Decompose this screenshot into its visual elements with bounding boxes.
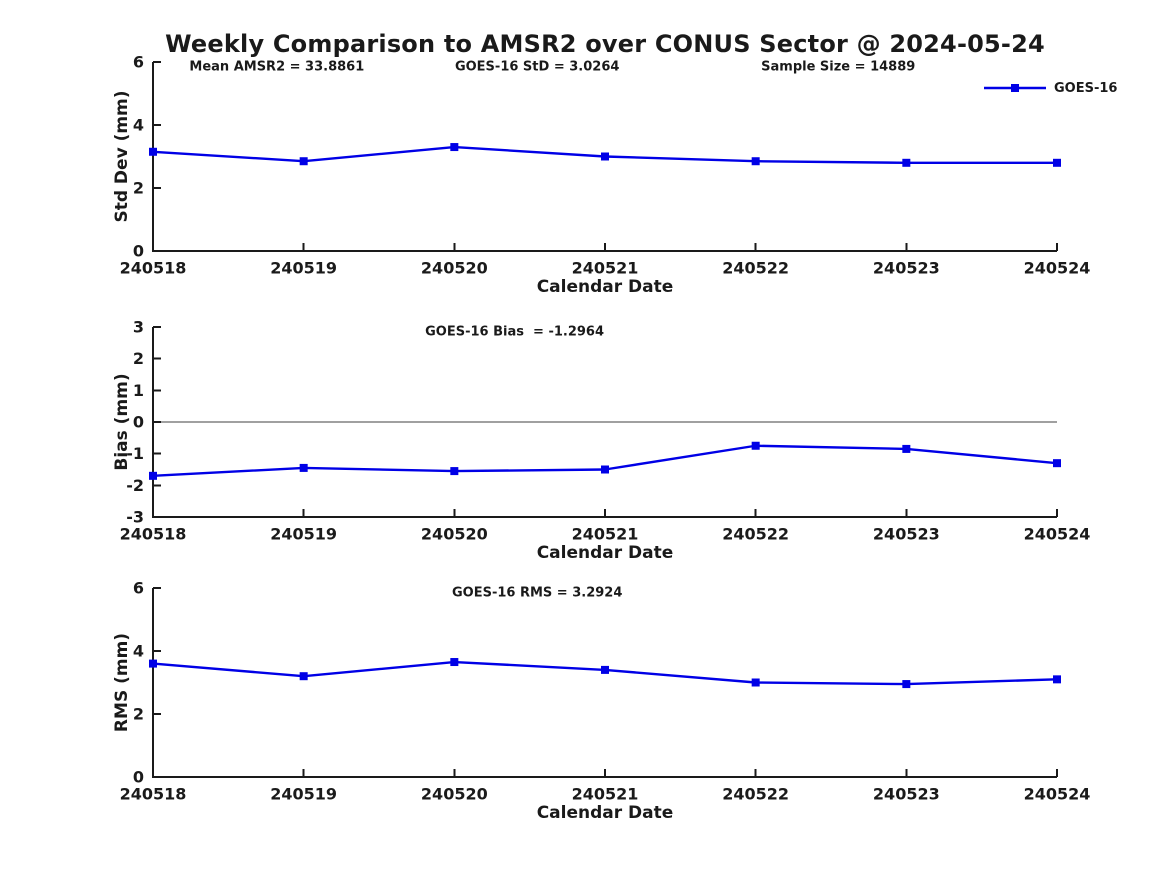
y-tick-label: 4 [133, 116, 144, 135]
annotation: GOES-16 StD = 3.0264 [455, 60, 619, 75]
annotation: GOES-16 RMS = 3.2924 [452, 586, 622, 601]
y-axis-label: Bias (mm) [112, 373, 132, 470]
data-point-marker [450, 467, 459, 476]
x-tick-label: 240523 [873, 259, 940, 278]
y-tick-label: 4 [133, 642, 144, 661]
x-tick-label: 240524 [1024, 525, 1091, 544]
x-axis-label: Calendar Date [537, 543, 674, 563]
annotation: GOES-16 Bias = -1.2964 [425, 325, 604, 340]
y-tick-label: -2 [126, 476, 144, 495]
subplot-std-dev: 0 2 4 6 240518 240519 240520 240521 240522 240523… [112, 53, 1090, 298]
y-tick-label: 6 [133, 53, 144, 72]
data-point-marker [1053, 158, 1061, 167]
y-axis-label: RMS (mm) [112, 633, 132, 732]
data-point-marker [902, 158, 911, 167]
legend: GOES-16 [984, 80, 1117, 96]
legend-marker-icon [1011, 84, 1019, 92]
x-tick-label: 240524 [1024, 259, 1091, 278]
x-tick-label: 240524 [1024, 785, 1091, 804]
x-tick-label: 240520 [421, 259, 488, 278]
y-axis-label: Std Dev (mm) [112, 90, 132, 222]
data-point-marker [1053, 459, 1061, 468]
subplot-bias: -3 -2 -1 0 1 2 3 240518 240519 240520 240521 240522… [112, 318, 1090, 564]
x-tick-label: 240523 [873, 525, 940, 544]
x-tick-label: 240522 [722, 259, 789, 278]
x-tick-label: 240518 [120, 525, 187, 544]
x-tick-label: 240520 [421, 525, 488, 544]
y-tick-label: 6 [133, 579, 144, 598]
data-point-marker [902, 444, 911, 453]
data-point-marker [902, 680, 911, 689]
data-point-marker [450, 143, 459, 152]
y-tick-label: 0 [133, 242, 144, 261]
x-tick-label: 240518 [120, 785, 187, 804]
x-tick-label: 240519 [270, 525, 337, 544]
y-tick-label: 2 [133, 179, 144, 198]
data-point-marker [299, 463, 308, 472]
annotation: Mean AMSR2 = 33.8861 [189, 60, 364, 75]
data-point-marker [299, 672, 308, 681]
x-tick-label: 240522 [722, 525, 789, 544]
legend-label: GOES-16 [1054, 80, 1118, 96]
x-tick-label: 240521 [572, 785, 639, 804]
data-point-marker [601, 152, 609, 161]
x-tick-label: 240519 [270, 259, 337, 278]
y-tick-label: 2 [133, 349, 144, 368]
data-point-marker [751, 157, 760, 166]
data-point-marker [751, 441, 760, 450]
y-tick-label: -1 [126, 444, 144, 463]
chart-title: Weekly Comparison to AMSR2 over CONUS Se… [165, 30, 1045, 58]
x-tick-label: 240523 [873, 785, 940, 804]
x-tick-label: 240520 [421, 785, 488, 804]
x-axis-label: Calendar Date [537, 277, 674, 297]
data-point-marker [450, 658, 459, 667]
y-tick-label: 3 [133, 318, 144, 337]
data-point-marker [751, 678, 760, 687]
y-tick-label: 0 [133, 768, 144, 787]
data-point-marker [601, 465, 609, 474]
data-point-marker [149, 147, 157, 156]
legend-line-sample [984, 84, 1046, 92]
x-tick-label: 240518 [120, 259, 187, 278]
x-tick-label: 240521 [572, 525, 639, 544]
y-tick-label: 2 [133, 705, 144, 724]
data-point-marker [299, 157, 308, 166]
data-point-marker [1053, 675, 1061, 684]
annotation: Sample Size = 14889 [761, 60, 915, 75]
data-point-marker [601, 665, 609, 674]
x-axis-label: Calendar Date [537, 803, 674, 823]
x-tick-label: 240519 [270, 785, 337, 804]
y-tick-label: 0 [133, 413, 144, 432]
x-tick-label: 240521 [572, 259, 639, 278]
subplot-rms: 0 2 4 6 240518 240519 240520 240521 240522 240523… [112, 579, 1090, 824]
x-tick-label: 240522 [722, 785, 789, 804]
y-tick-label: 1 [133, 381, 144, 400]
data-point-marker [149, 471, 157, 480]
data-point-marker [149, 659, 157, 668]
y-tick-label: -3 [126, 508, 144, 527]
